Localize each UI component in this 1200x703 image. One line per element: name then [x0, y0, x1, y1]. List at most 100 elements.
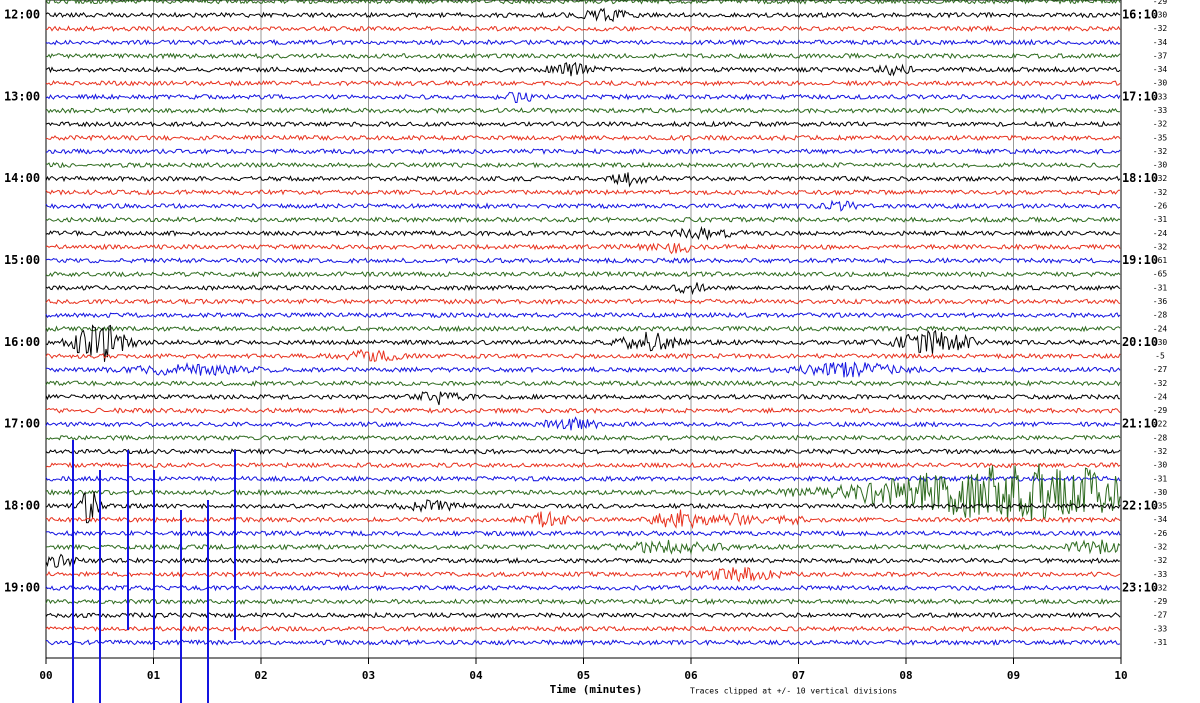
trace: [45, 311, 1121, 319]
row-value: -33: [1153, 570, 1168, 579]
hour-label: 15:00: [4, 253, 40, 267]
trace: [45, 270, 1121, 278]
x-tick-label: 04: [469, 669, 483, 682]
trace: [45, 52, 1121, 60]
trace: [45, 38, 1121, 46]
row-value: -31: [1153, 638, 1168, 647]
trace: [45, 447, 1121, 455]
trace: [45, 567, 1121, 583]
row-value: -27: [1153, 365, 1168, 374]
trace: [45, 490, 1121, 524]
x-tick-label: 06: [684, 669, 698, 682]
x-tick-label: 05: [577, 669, 590, 682]
row-value: -31: [1153, 283, 1168, 292]
x-tick-label: 09: [1007, 669, 1020, 682]
row-value: -61: [1153, 256, 1168, 265]
trace: [45, 79, 1121, 87]
x-tick-label: 07: [792, 669, 805, 682]
row-value: -34: [1153, 515, 1168, 524]
row-value: -37: [1153, 51, 1168, 60]
x-tick-label: 10: [1114, 669, 1127, 682]
trace: [45, 553, 1121, 568]
hour-label: 18:00: [4, 499, 40, 513]
trace: [45, 225, 1121, 241]
x-tick-label: 03: [362, 669, 375, 682]
x-tick-label: 02: [254, 669, 267, 682]
x-tick-label: 00: [39, 669, 52, 682]
trace: [45, 461, 1121, 469]
row-value: -29: [1153, 406, 1168, 415]
hour-label: 16:00: [4, 335, 40, 349]
trace: [45, 475, 1121, 483]
trace: [45, 324, 1121, 362]
row-value: -24: [1153, 324, 1168, 333]
hour-label: 14:00: [4, 171, 40, 185]
trace: [45, 529, 1121, 537]
row-value: -27: [1153, 611, 1168, 620]
trace: [45, 463, 1121, 522]
trace: [45, 611, 1121, 619]
trace: [45, 282, 1121, 296]
row-value: -33: [1153, 92, 1168, 101]
trace: [45, 391, 1121, 406]
hour-label: 17:00: [4, 417, 40, 431]
row-value: -34: [1153, 38, 1168, 47]
row-value: -32: [1153, 242, 1168, 251]
x-tick-label: 08: [899, 669, 912, 682]
x-tick-label: 01: [147, 669, 161, 682]
trace: [45, 188, 1120, 196]
trace: [45, 539, 1121, 556]
clip-note: Traces clipped at +/- 10 vertical divisi…: [690, 687, 897, 696]
row-value: -32: [1153, 147, 1168, 156]
trace: [45, 638, 1121, 647]
row-value: -28: [1153, 433, 1168, 442]
row-value: -35: [1153, 502, 1168, 511]
row-value: -35: [1153, 133, 1168, 142]
trace: [45, 216, 1121, 224]
row-value: -26: [1153, 202, 1168, 211]
row-value: -26: [1153, 529, 1168, 538]
row-value: -28: [1153, 311, 1168, 320]
trace: [45, 172, 1121, 188]
trace: [45, 120, 1121, 128]
trace: [45, 348, 1121, 362]
trace: [45, 257, 1121, 265]
hour-label: 19:00: [4, 580, 40, 594]
row-value: -24: [1153, 229, 1168, 238]
row-value: -32: [1153, 447, 1168, 456]
row-value: -5: [1155, 352, 1165, 361]
plot-frame: [45, 0, 1122, 659]
hour-label: 12:00: [4, 8, 40, 22]
trace: [45, 361, 1121, 378]
hour-label: 13:00: [4, 89, 40, 103]
row-value: -32: [1153, 120, 1168, 129]
row-value: -29: [1153, 597, 1168, 606]
row-value: -33: [1153, 106, 1168, 115]
hour-label-right: 20:10: [1122, 335, 1158, 349]
trace: [45, 134, 1121, 142]
row-value: -32: [1153, 188, 1168, 197]
row-value: -65: [1153, 270, 1168, 279]
trace: [45, 434, 1121, 442]
x-axis-label: Time (minutes): [550, 683, 643, 696]
row-value: -32: [1153, 174, 1168, 183]
row-value: -34: [1153, 65, 1168, 74]
trace: [45, 106, 1121, 115]
hour-label-right: 18:10: [1122, 171, 1158, 185]
row-value: -36: [1153, 297, 1168, 306]
trace: [45, 91, 1121, 103]
hour-label-right: 16:10: [1122, 8, 1158, 22]
trace: [45, 379, 1121, 387]
trace: [45, 597, 1121, 605]
row-value: -29: [1153, 0, 1168, 6]
row-value: -24: [1153, 392, 1168, 401]
row-value: -32: [1153, 24, 1168, 33]
row-value: -30: [1153, 161, 1168, 170]
trace: [45, 147, 1121, 155]
hour-label-right: 21:10: [1122, 417, 1158, 431]
row-value: -30: [1153, 488, 1168, 497]
row-value: -32: [1153, 556, 1168, 565]
trace: [45, 298, 1121, 306]
trace: [45, 161, 1121, 169]
